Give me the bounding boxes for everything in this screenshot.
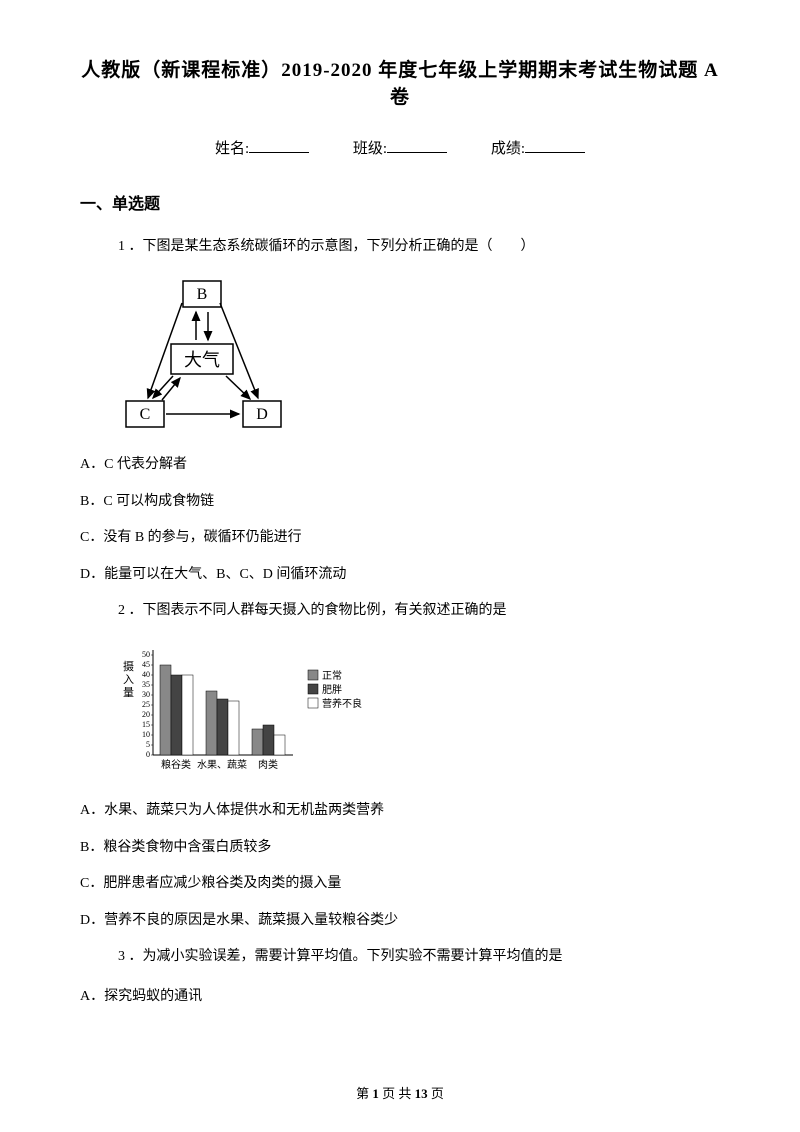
- q3-opt-a: A．探究蚂蚁的通讯: [80, 986, 720, 1008]
- q1-text: 1 ．下图是某生态系统碳循环的示意图，下列分析正确的是（ ）: [118, 236, 720, 258]
- q2-chart: 摄 入 量 0 5 10 15 20 25 30 35 40 45 50: [118, 640, 720, 780]
- q1-opt-c: C．没有 B 的参与，碳循环仍能进行: [80, 527, 720, 549]
- q1-opt-d: D．能量可以在大气、B、C、D 间循环流动: [80, 564, 720, 586]
- q1-opt-a: A．C 代表分解者: [80, 454, 720, 476]
- diagram-c-label: C: [140, 406, 151, 423]
- svg-text:量: 量: [123, 686, 134, 699]
- q1-diagram: B 大气 C D: [118, 276, 720, 436]
- q2-opt-d: D．营养不良的原因是水果、蔬菜摄入量较粮谷类少: [80, 910, 720, 932]
- diagram-b-label: B: [197, 286, 208, 303]
- diagram-d-label: D: [256, 406, 268, 423]
- footer-prefix: 第: [356, 1086, 372, 1101]
- svg-text:40: 40: [142, 670, 150, 679]
- footer: 第 1 页 共 13 页: [0, 1083, 800, 1102]
- footer-total: 13: [415, 1086, 428, 1101]
- q2-opt-c: C．肥胖患者应减少粮谷类及肉类的摄入量: [80, 873, 720, 895]
- name-blank: [249, 152, 309, 153]
- svg-text:20: 20: [142, 710, 150, 719]
- svg-text:30: 30: [142, 690, 150, 699]
- q3-text: 3 ．为减小实验误差，需要计算平均值。下列实验不需要计算平均值的是: [118, 946, 720, 968]
- name-label: 姓名:: [215, 137, 249, 158]
- q2-opt-b: B．粮谷类食物中含蛋白质较多: [80, 837, 720, 859]
- q2-opt-a: A．水果、蔬菜只为人体提供水和无机盐两类营养: [80, 800, 720, 822]
- footer-suffix: 页: [428, 1086, 444, 1101]
- score-blank: [525, 152, 585, 153]
- svg-text:粮谷类: 粮谷类: [161, 758, 191, 771]
- svg-text:10: 10: [142, 730, 150, 739]
- class-blank: [387, 152, 447, 153]
- score-label: 成绩:: [491, 137, 525, 158]
- info-line: 姓名: 班级: 成绩:: [80, 137, 720, 158]
- page-title: 人教版（新课程标准）2019-2020 年度七年级上学期期末考试生物试题 A 卷: [80, 55, 720, 109]
- svg-text:50: 50: [142, 650, 150, 659]
- svg-text:5: 5: [146, 740, 150, 749]
- class-label: 班级:: [353, 137, 387, 158]
- diagram-center-label: 大气: [184, 350, 220, 370]
- q2-text: 2 ．下图表示不同人群每天摄入的食物比例，有关叙述正确的是: [118, 600, 720, 622]
- svg-text:肥胖: 肥胖: [322, 684, 342, 696]
- svg-text:水果、蔬菜: 水果、蔬菜: [197, 759, 247, 771]
- svg-text:肉类: 肉类: [258, 758, 278, 771]
- svg-text:0: 0: [146, 750, 150, 759]
- section-header: 一、单选题: [80, 190, 720, 214]
- svg-text:45: 45: [142, 660, 150, 669]
- svg-text:25: 25: [142, 700, 150, 709]
- svg-text:营养不良: 营养不良: [322, 697, 362, 710]
- svg-text:摄: 摄: [123, 659, 134, 673]
- svg-text:入: 入: [123, 674, 134, 686]
- svg-text:正常: 正常: [322, 669, 342, 682]
- footer-mid: 页 共: [379, 1086, 415, 1101]
- svg-text:35: 35: [142, 680, 150, 689]
- q1-opt-b: B．C 可以构成食物链: [80, 491, 720, 513]
- svg-text:15: 15: [142, 720, 150, 729]
